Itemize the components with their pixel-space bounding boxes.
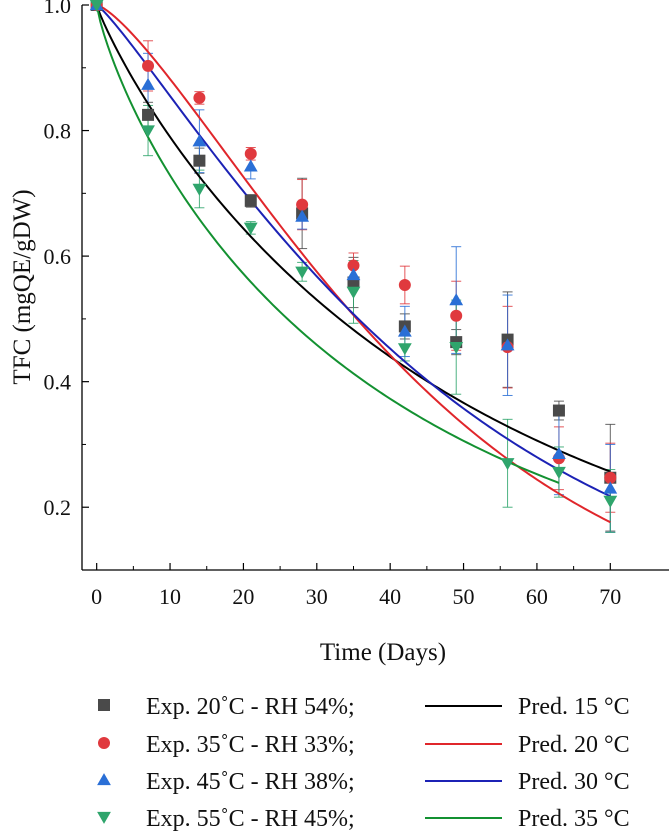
axis-ticks: 0 10 20 30 40 50 60 70 0.2 0.4 0.6 0.8 1.0 [44, 0, 622, 609]
legend: Exp. 20˚C - RH 54%; Exp. 35˚C - RH 33%; Ex… [97, 694, 630, 832]
data-point [604, 471, 617, 484]
x-tick-label: 40 [379, 584, 401, 609]
legend-label: Pred. 35 °C [518, 806, 630, 832]
data-point [193, 154, 206, 167]
data-point [398, 278, 411, 291]
data-point [141, 77, 155, 90]
data-point [89, 0, 104, 12]
y-tick-label: 1.0 [44, 0, 72, 18]
legend-label: Exp. 20˚C - RH 54%; [146, 694, 355, 720]
data-point [193, 91, 206, 104]
data-point [141, 125, 155, 138]
pred-line [96, 5, 611, 498]
data-point [346, 286, 361, 299]
x-tick-label: 60 [526, 584, 548, 609]
data-point [243, 159, 258, 172]
legend-label: Exp. 35˚C - RH 33%; [146, 732, 355, 758]
data-point [552, 446, 566, 460]
x-tick-label: 10 [159, 584, 181, 609]
data-point [449, 293, 464, 306]
data-point [244, 147, 257, 160]
y-tick-label: 0.8 [44, 119, 72, 144]
legend-label: Pred. 20 °C [518, 732, 630, 758]
y-axis-title: TFC (mgQE/gDW) [9, 189, 36, 384]
data-point [243, 222, 258, 235]
legend-label: Pred. 30 °C [518, 769, 630, 795]
pred-line [95, 5, 611, 473]
legend-label: Exp. 45˚C - RH 38%; [146, 769, 355, 795]
data-point [346, 268, 361, 281]
y-tick-label: 0.2 [44, 495, 72, 520]
legend-label: Pred. 15 °C [518, 694, 630, 720]
data-point [142, 59, 155, 72]
legend-marker [97, 773, 111, 786]
data-point [552, 404, 565, 417]
data-point [603, 495, 618, 508]
x-tick-label: 50 [453, 584, 475, 609]
y-tick-label: 0.4 [44, 370, 72, 395]
legend-marker [98, 737, 110, 749]
legend-marker [98, 699, 110, 711]
data-point [500, 338, 515, 351]
x-tick-label: 70 [599, 584, 621, 609]
pred-line [95, 5, 560, 484]
data-point [244, 194, 257, 207]
data-point [192, 134, 207, 147]
data-point [552, 466, 566, 479]
legend-label: Exp. 55˚C - RH 45%; [146, 806, 355, 832]
y-tick-label: 0.6 [44, 244, 72, 269]
data-point [192, 183, 207, 196]
data-markers [89, 0, 618, 508]
error-bars [143, 40, 616, 533]
data-point [450, 309, 463, 322]
data-point [397, 324, 412, 337]
prediction-lines [95, 5, 611, 524]
data-point [449, 341, 464, 355]
x-tick-label: 30 [306, 584, 328, 609]
data-point [142, 108, 155, 121]
data-point [347, 259, 360, 272]
data-point [295, 266, 310, 279]
legend-marker [97, 811, 111, 824]
x-tick-label: 0 [91, 584, 102, 609]
data-point [603, 481, 618, 494]
x-tick-label: 20 [232, 584, 254, 609]
data-point [397, 343, 412, 356]
data-point [296, 198, 309, 211]
data-point [500, 458, 515, 471]
data-point [295, 209, 310, 222]
x-axis-title: Time (Days) [320, 639, 446, 666]
